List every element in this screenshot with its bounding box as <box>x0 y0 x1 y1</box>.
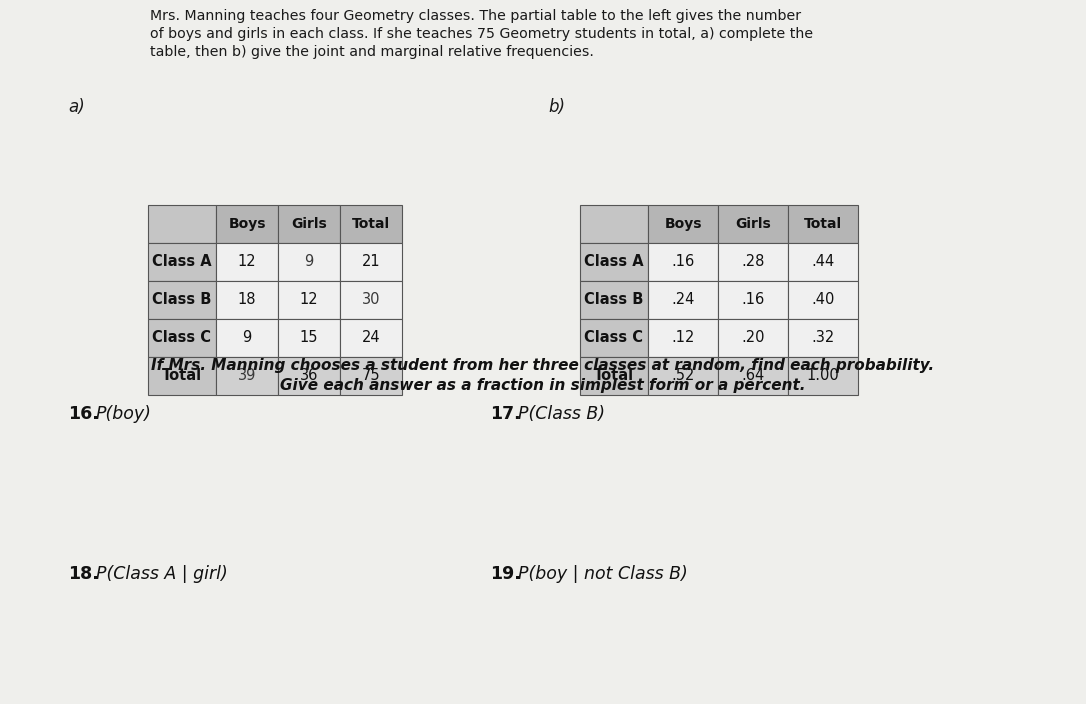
Text: .52: .52 <box>671 368 695 384</box>
Bar <box>580 243 648 281</box>
Bar <box>340 281 402 319</box>
Bar <box>216 205 278 243</box>
Bar <box>340 243 402 281</box>
Bar <box>216 319 278 357</box>
Text: Total: Total <box>162 368 202 384</box>
Text: 15: 15 <box>300 330 318 346</box>
Bar <box>788 319 858 357</box>
Text: P(Class A | girl): P(Class A | girl) <box>96 565 228 583</box>
Text: 21: 21 <box>362 255 380 270</box>
Text: Total: Total <box>352 217 390 231</box>
Bar <box>148 205 216 243</box>
Bar <box>788 357 858 395</box>
Text: Mrs. Manning teaches four Geometry classes. The partial table to the left gives : Mrs. Manning teaches four Geometry class… <box>150 9 801 23</box>
Bar <box>788 205 858 243</box>
Text: a): a) <box>68 98 85 116</box>
Text: .40: .40 <box>811 292 835 308</box>
Bar <box>216 243 278 281</box>
Text: .44: .44 <box>811 255 835 270</box>
Text: .32: .32 <box>811 330 835 346</box>
Bar <box>278 357 340 395</box>
Text: 36: 36 <box>300 368 318 384</box>
Bar <box>148 243 216 281</box>
Bar <box>648 243 718 281</box>
Bar <box>340 357 402 395</box>
Bar <box>580 281 648 319</box>
Bar <box>148 357 216 395</box>
Bar <box>648 205 718 243</box>
Text: 9: 9 <box>304 255 314 270</box>
Text: b): b) <box>548 98 565 116</box>
Text: 19.: 19. <box>490 565 521 583</box>
Text: 24: 24 <box>362 330 380 346</box>
Text: table, then b) give the joint and marginal relative frequencies.: table, then b) give the joint and margin… <box>150 45 594 59</box>
Text: 39: 39 <box>238 368 256 384</box>
Text: P(boy | not Class B): P(boy | not Class B) <box>518 565 687 583</box>
Text: Class C: Class C <box>152 330 212 346</box>
Text: P(Class B): P(Class B) <box>518 405 605 423</box>
Bar <box>648 281 718 319</box>
Text: 9: 9 <box>242 330 252 346</box>
Bar <box>648 357 718 395</box>
Bar <box>278 205 340 243</box>
Text: Class A: Class A <box>584 255 644 270</box>
Text: Class A: Class A <box>152 255 212 270</box>
Bar <box>340 319 402 357</box>
Bar <box>718 281 788 319</box>
Text: .16: .16 <box>671 255 695 270</box>
Bar <box>278 243 340 281</box>
Text: 17.: 17. <box>490 405 520 423</box>
Bar <box>788 243 858 281</box>
Bar <box>148 281 216 319</box>
Text: .24: .24 <box>671 292 695 308</box>
Bar <box>718 319 788 357</box>
Text: Total: Total <box>804 217 842 231</box>
Text: .20: .20 <box>742 330 765 346</box>
Text: Boys: Boys <box>228 217 266 231</box>
Bar <box>580 357 648 395</box>
Text: 30: 30 <box>362 292 380 308</box>
Bar <box>788 281 858 319</box>
Bar <box>278 281 340 319</box>
Text: Class C: Class C <box>584 330 644 346</box>
Text: P(boy): P(boy) <box>96 405 152 423</box>
Bar <box>580 205 648 243</box>
Bar <box>580 319 648 357</box>
Bar <box>648 319 718 357</box>
Text: .12: .12 <box>671 330 695 346</box>
Text: 12: 12 <box>238 255 256 270</box>
Text: Class B: Class B <box>152 292 212 308</box>
Text: 18: 18 <box>238 292 256 308</box>
Text: 1.00: 1.00 <box>807 368 839 384</box>
Bar <box>718 357 788 395</box>
Text: If Mrs. Manning chooses a student from her three classes at random, find each pr: If Mrs. Manning chooses a student from h… <box>151 358 935 373</box>
Bar <box>216 281 278 319</box>
Text: 18.: 18. <box>68 565 99 583</box>
Text: Girls: Girls <box>291 217 327 231</box>
Text: 75: 75 <box>362 368 380 384</box>
Bar <box>718 243 788 281</box>
Text: Give each answer as a fraction in simplest form or a percent.: Give each answer as a fraction in simple… <box>280 378 806 393</box>
Text: Boys: Boys <box>665 217 702 231</box>
Text: .28: .28 <box>742 255 765 270</box>
Text: 12: 12 <box>300 292 318 308</box>
Text: Class B: Class B <box>584 292 644 308</box>
Text: 16.: 16. <box>68 405 99 423</box>
Text: of boys and girls in each class. If she teaches 75 Geometry students in total, a: of boys and girls in each class. If she … <box>150 27 813 41</box>
Text: .16: .16 <box>742 292 765 308</box>
Bar <box>216 357 278 395</box>
Bar <box>148 319 216 357</box>
Text: .64: .64 <box>742 368 765 384</box>
Bar <box>278 319 340 357</box>
Bar <box>340 205 402 243</box>
Text: Girls: Girls <box>735 217 771 231</box>
Text: Total: Total <box>594 368 634 384</box>
Bar <box>718 205 788 243</box>
